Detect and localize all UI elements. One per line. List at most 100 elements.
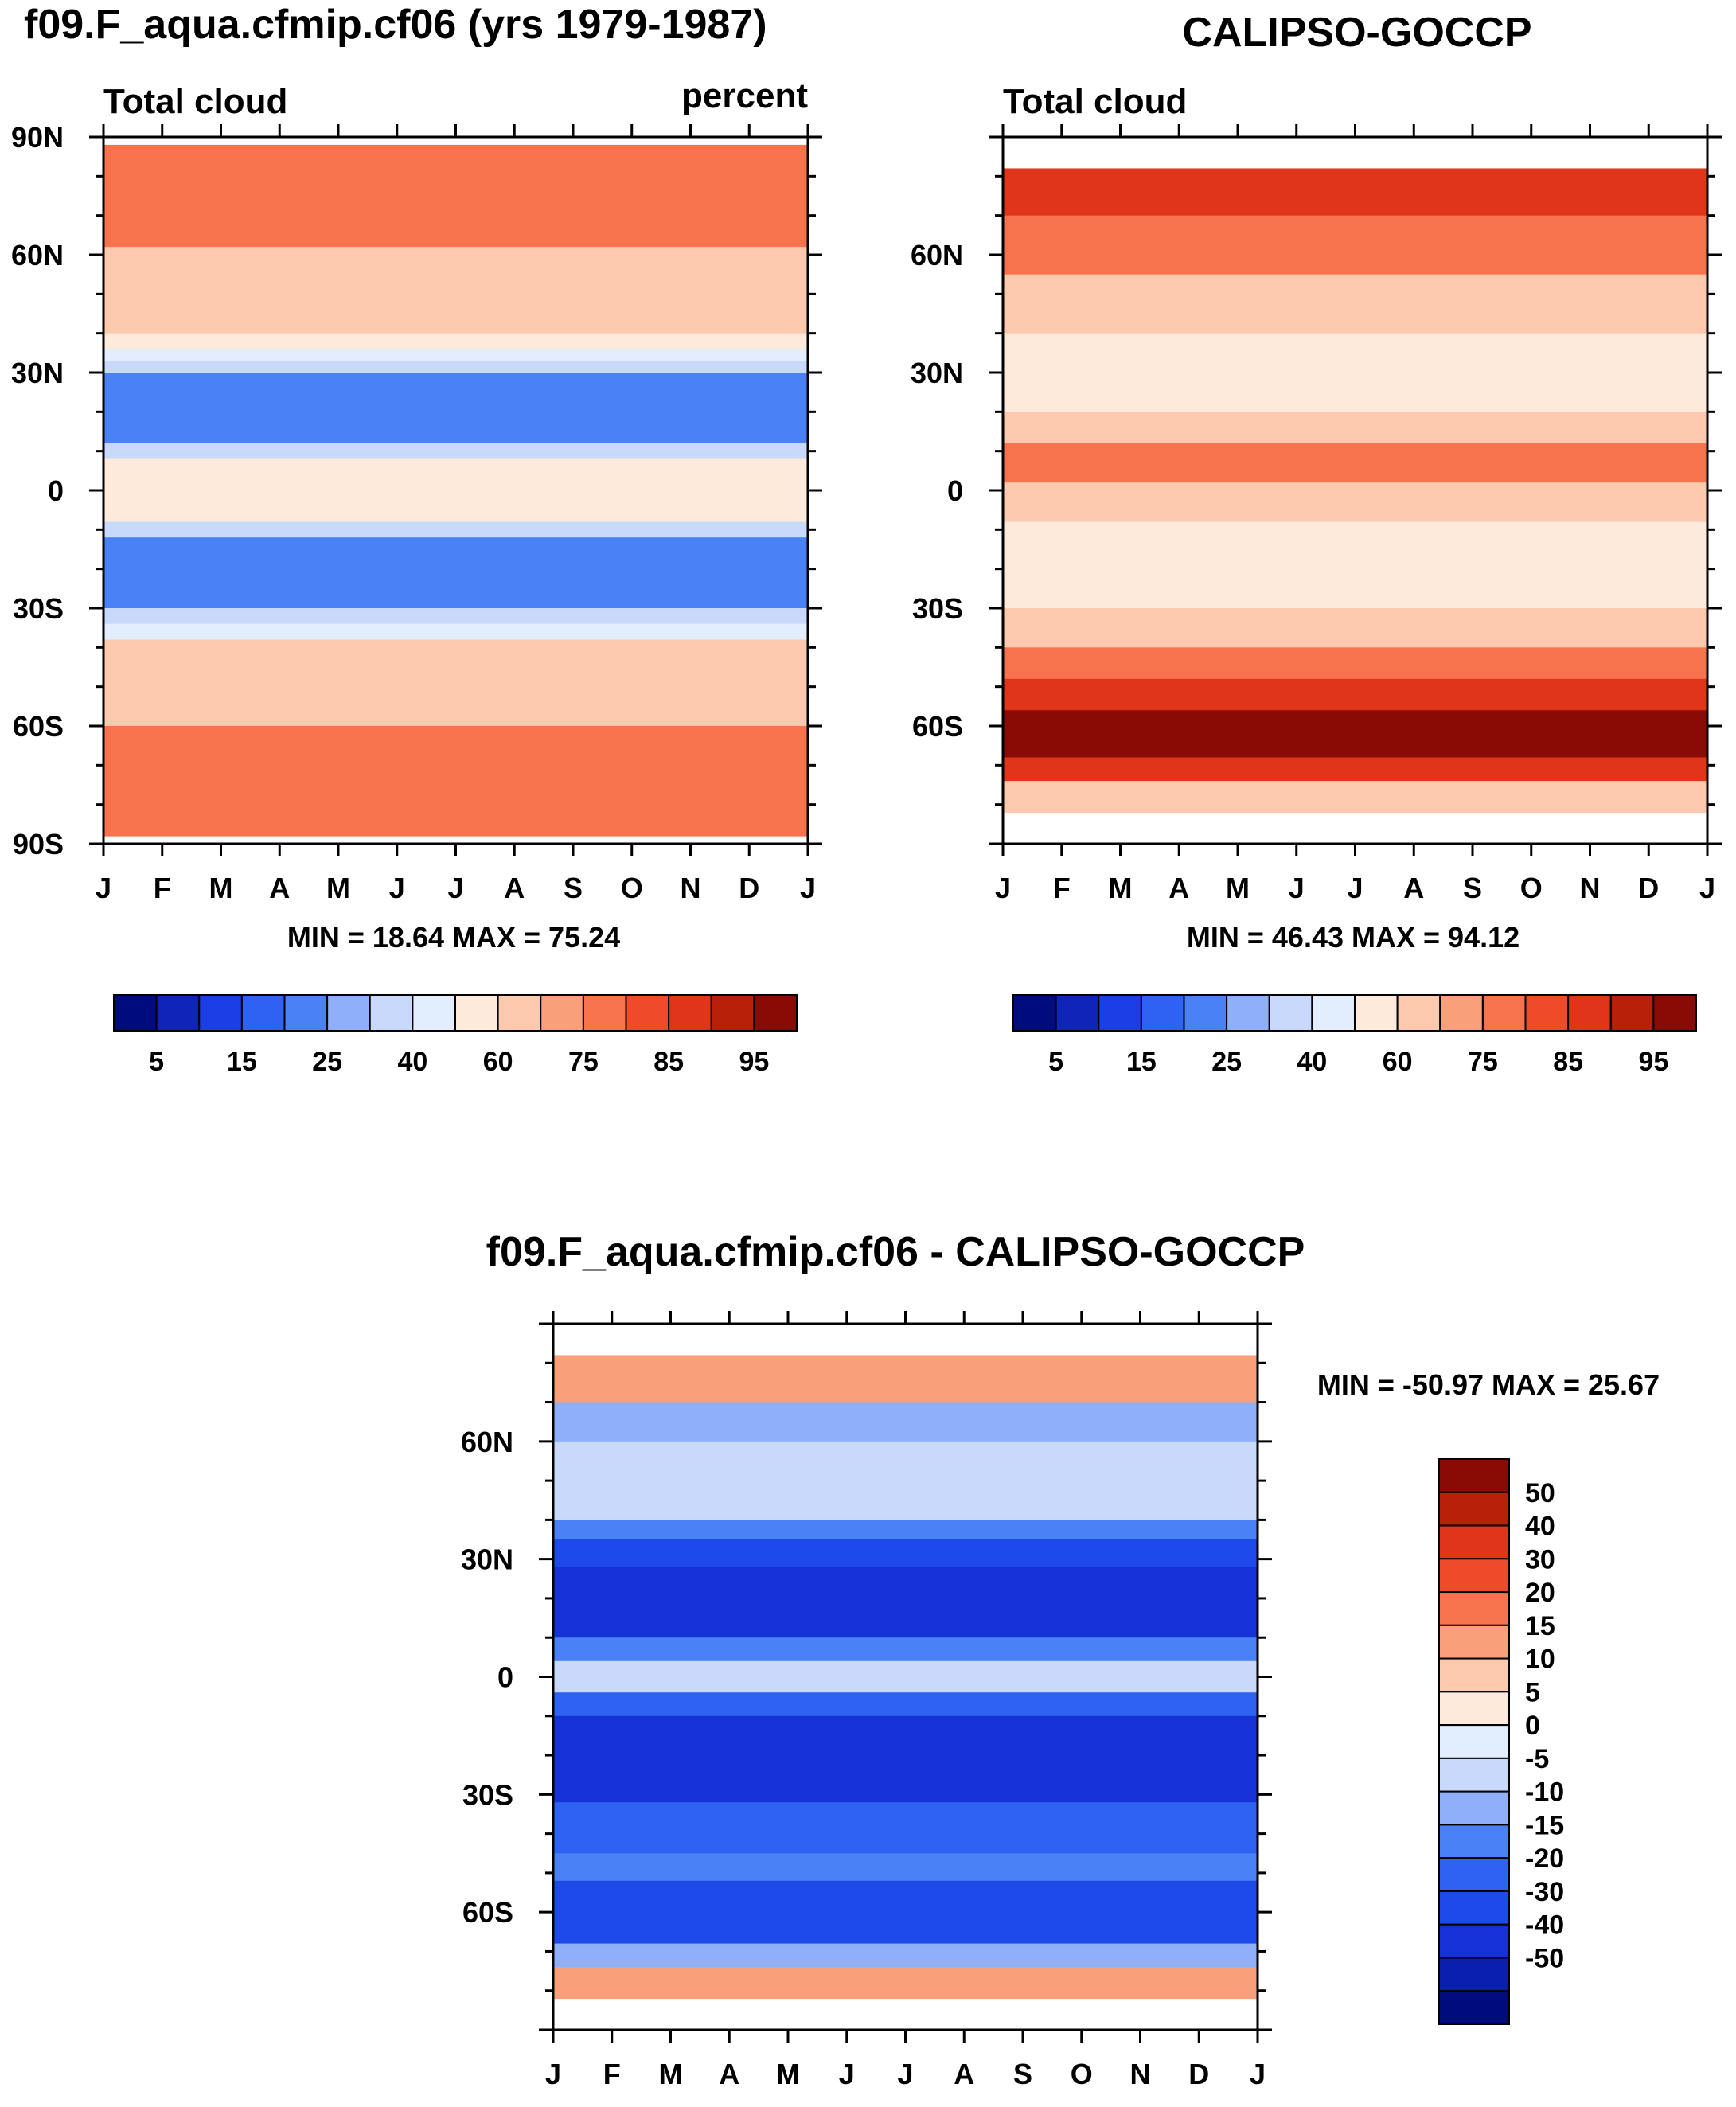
x-tick-label: J — [1289, 872, 1305, 904]
colorbar-swatch — [1438, 1990, 1510, 2026]
min-max-stats: MIN = -50.97 MAX = 25.67 — [1317, 1368, 1660, 1401]
contour-band — [103, 333, 808, 349]
colorbar-label: 40 — [397, 1047, 427, 1077]
contour-band — [1003, 333, 1707, 412]
x-tick-label: M — [326, 872, 350, 904]
contour-band — [103, 521, 808, 538]
colorbar-label: 60 — [1383, 1047, 1413, 1077]
x-tick-label: F — [603, 2058, 621, 2090]
colorbar-label: 15 — [1525, 1611, 1555, 1641]
colorbar-label: 25 — [312, 1047, 342, 1077]
colorbar-label: -15 — [1525, 1810, 1564, 1840]
colorbar-label: 85 — [1553, 1047, 1583, 1077]
x-tick-label: O — [621, 872, 643, 904]
colorbar-swatch — [1226, 994, 1270, 1032]
colorbar-label: 10 — [1525, 1645, 1555, 1675]
colorbar-swatch — [1438, 1624, 1510, 1660]
colorbar-swatch — [454, 994, 499, 1032]
colorbar-swatch — [1055, 994, 1100, 1032]
colorbar-swatch — [1438, 1757, 1510, 1793]
colorbar-label: 20 — [1525, 1578, 1555, 1608]
difference-panel: f09.F_aqua.cfmip.cf06 - CALIPSO-GOCCP J F… — [461, 1229, 1660, 2090]
contour-band — [1003, 710, 1707, 758]
colorbar-swatch — [1439, 994, 1484, 1032]
min-max-stats: MIN = 18.64 MAX = 75.24 — [287, 921, 620, 954]
x-tick-label: N — [1580, 872, 1601, 904]
x-tick-label: A — [1403, 872, 1424, 904]
x-tick-label: S — [1463, 872, 1482, 904]
colorbar-swatch — [1098, 994, 1142, 1032]
contour-band — [103, 639, 808, 727]
contour-band — [1003, 412, 1707, 444]
colorbar-label: -20 — [1525, 1844, 1564, 1874]
contour-band — [553, 1880, 1258, 1945]
colorbar-label: 75 — [1468, 1047, 1498, 1077]
x-tick-label: M — [1226, 872, 1250, 904]
colorbar-swatch — [1609, 994, 1655, 1032]
contour-band — [553, 1567, 1258, 1638]
colorbar-label: 50 — [1525, 1478, 1555, 1508]
contour-band — [1003, 521, 1707, 609]
colorbar-label: 95 — [739, 1047, 769, 1077]
contour-band — [553, 1539, 1258, 1568]
colorbar-label: -50 — [1525, 1943, 1564, 1973]
contour-band — [1003, 274, 1707, 334]
x-tick-label: A — [504, 872, 525, 904]
y-tick-label: 30N — [461, 1543, 513, 1576]
colorbar-swatch — [1438, 1923, 1510, 1959]
contour-band — [553, 1715, 1258, 1803]
units-label: percent — [681, 76, 808, 115]
contour-band — [103, 537, 808, 609]
model-panel: f09.F_aqua.cfmip.cf06 (yrs 1979-1987) To… — [11, 2, 822, 1077]
colorbar-swatch — [369, 994, 414, 1032]
contour-band — [1003, 443, 1707, 483]
colorbar-swatch — [1438, 1691, 1510, 1727]
x-tick-label: J — [839, 2058, 855, 2090]
y-tick-label: 0 — [947, 474, 963, 507]
x-tick-label: N — [681, 872, 701, 904]
colorbar-swatch — [240, 994, 286, 1032]
x-tick-label: M — [209, 872, 233, 904]
x-tick-label: N — [1130, 2058, 1151, 2090]
y-tick-label: 60N — [911, 239, 963, 271]
colorbar-label: -10 — [1525, 1777, 1564, 1808]
colorbar-label: 30 — [1525, 1544, 1555, 1574]
colorbar: 5 15 25 40 60 75 85 95 — [1012, 994, 1697, 1077]
contour-band — [553, 1402, 1258, 1442]
colorbar-swatch — [1438, 1491, 1510, 1527]
contour-band — [1003, 757, 1707, 782]
panel-title: f09.F_aqua.cfmip.cf06 - CALIPSO-GOCCP — [486, 1229, 1305, 1275]
x-tick-label: J — [545, 2058, 561, 2090]
x-tick-label: M — [776, 2058, 800, 2090]
x-tick-label: A — [1168, 872, 1189, 904]
obs-panel: CALIPSO-GOCCP Total cloud J F M A M J J A S O N D J 6… — [911, 10, 1722, 1077]
colorbar-label: -40 — [1525, 1910, 1564, 1941]
y-tick-label: 0 — [497, 1661, 513, 1694]
contour-band — [103, 443, 808, 460]
colorbar-swatch — [1438, 1591, 1510, 1626]
min-max-stats: MIN = 46.43 MAX = 94.12 — [1187, 921, 1519, 954]
x-tick-label: D — [1188, 2058, 1209, 2090]
colorbar-swatch — [326, 994, 371, 1032]
colorbar-label: 5 — [149, 1047, 164, 1077]
colorbar-swatch — [1481, 994, 1527, 1032]
contour-band — [553, 1967, 1258, 2000]
y-tick-label: 60N — [461, 1426, 513, 1458]
contour-band — [553, 1660, 1258, 1693]
colorbar-label: 40 — [1525, 1512, 1555, 1542]
colorbar-label: 15 — [227, 1047, 257, 1077]
colorbar-swatch — [1438, 1957, 1510, 1992]
contour-band — [103, 247, 808, 334]
colorbar-label: 15 — [1126, 1047, 1157, 1077]
colorbar-swatch — [1438, 1558, 1510, 1594]
colorbar-label: 5 — [1525, 1677, 1540, 1707]
x-tick-label: D — [1638, 872, 1659, 904]
variable-label: Total cloud — [103, 82, 287, 121]
colorbar-swatch — [113, 994, 158, 1032]
colorbar-swatch — [1311, 994, 1356, 1032]
colorbar-label: 60 — [483, 1047, 513, 1077]
colorbar-swatch — [710, 994, 755, 1032]
contour-band — [553, 1853, 1258, 1882]
